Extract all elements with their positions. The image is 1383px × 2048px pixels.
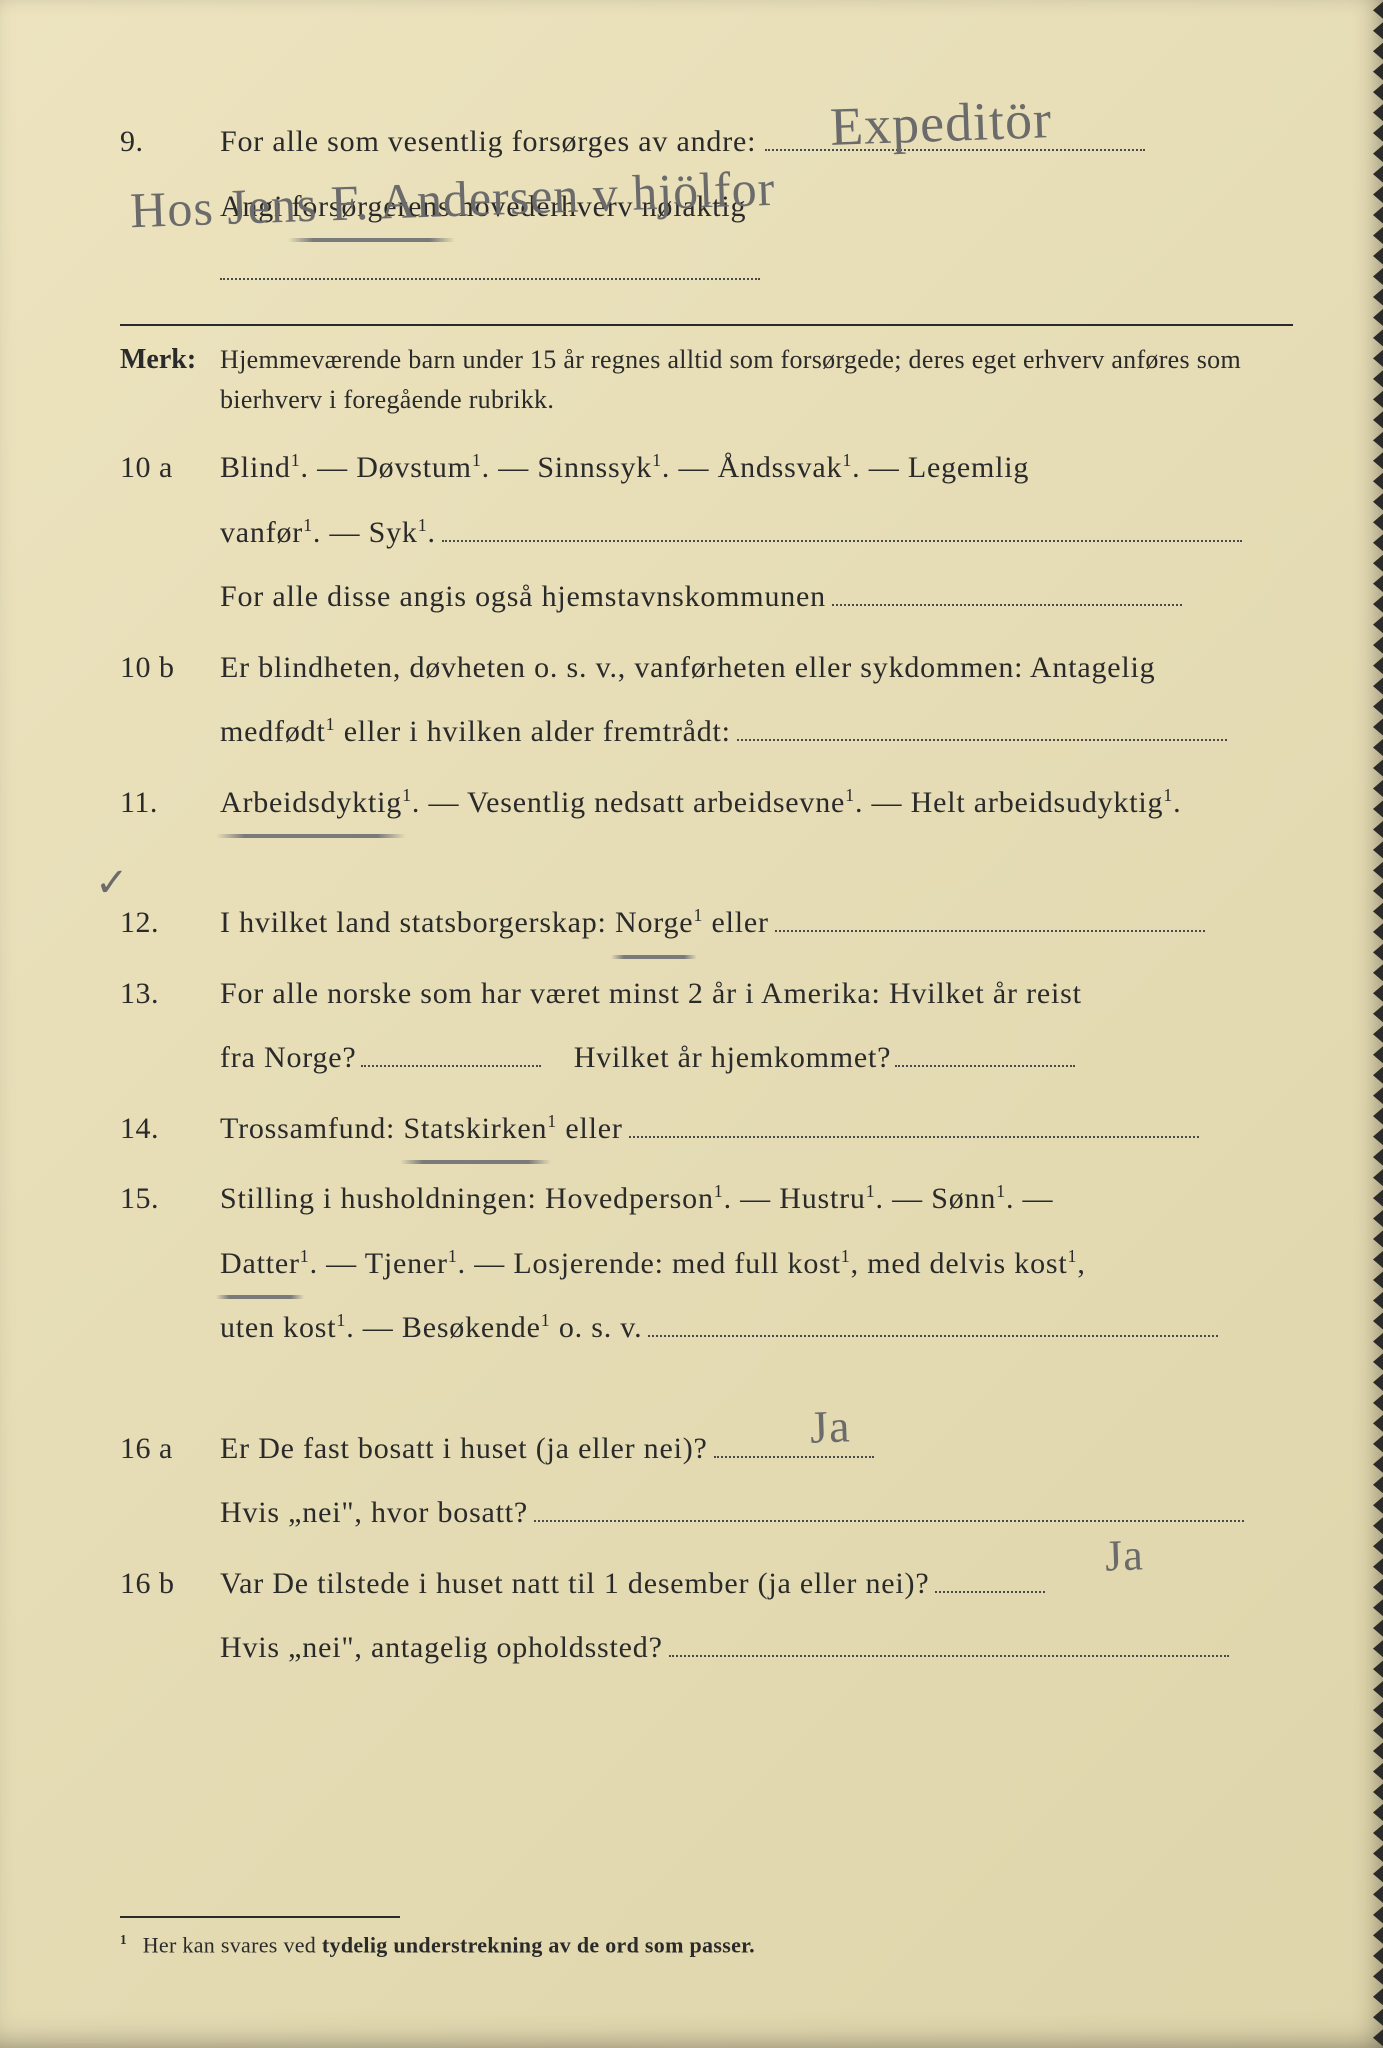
question-number: 15. [120, 1182, 220, 1216]
footnote-region: 1 Her kan svares ved tydelig understrekn… [120, 1876, 1293, 1958]
fill-line [737, 739, 1227, 741]
footnote-separator [120, 1916, 400, 1918]
fill-line [220, 278, 760, 280]
fill-line [629, 1136, 1199, 1138]
merk-label: Merk: [120, 344, 220, 376]
question-body: I hvilket land statsborgerskap: Norge1 e… [220, 891, 1293, 956]
question-15: 15. Stilling i husholdningen: Hovedperso… [120, 1167, 1293, 1361]
fill-line [714, 1456, 874, 1458]
fill-line [935, 1591, 1045, 1593]
merk-note: Merk: Hjemmeværende barn under 15 år reg… [120, 340, 1293, 421]
question-number: 10 a [120, 451, 220, 485]
question-number: 12. [120, 906, 220, 940]
handwritten-q9-line1: Expeditör [829, 88, 1053, 158]
question-11: 11. Arbeidsdyktig1. — Vesentlig nedsatt … [120, 771, 1293, 836]
question-number: 11. [120, 786, 220, 820]
fill-line [895, 1065, 1075, 1067]
question-16a: 16 a Er De fast bosatt i huset (ja eller… [120, 1417, 1293, 1546]
fill-line [534, 1520, 1244, 1522]
question-body: Blind1. — Døvstum1. — Sinnssyk1. — Åndss… [220, 436, 1293, 630]
question-number: 9. [120, 125, 220, 159]
question-13: 13. For alle norske som har været minst … [120, 962, 1293, 1091]
question-body: Er De fast bosatt i huset (ja eller nei)… [220, 1417, 1293, 1546]
fill-line [669, 1655, 1229, 1657]
handwritten-q16b: Ja [1104, 1529, 1144, 1581]
fill-line [648, 1335, 1218, 1337]
question-body: Arbeidsdyktig1. — Vesentlig nedsatt arbe… [220, 771, 1293, 836]
question-body: For alle norske som har været minst 2 år… [220, 962, 1293, 1091]
question-number: 16 a [120, 1432, 220, 1466]
perforated-edge [1373, 0, 1383, 2048]
fill-line [775, 930, 1205, 932]
divider [120, 324, 1293, 326]
q9-line1: For alle som vesentlig forsørges av andr… [220, 125, 756, 158]
question-body: Er blindheten, døvheten o. s. v., vanfør… [220, 636, 1293, 765]
question-number: 16 b [120, 1567, 220, 1601]
question-14: 14. Trossamfund: Statskirken1 eller [120, 1097, 1293, 1162]
question-body: Stilling i husholdningen: Hovedperson1. … [220, 1167, 1293, 1361]
fill-line [361, 1065, 541, 1067]
census-form-page: 9. For alle som vesentlig forsørges av a… [0, 0, 1383, 2048]
question-number: 14. [120, 1112, 220, 1146]
question-12: 12. I hvilket land statsborgerskap: Norg… [120, 891, 1293, 956]
question-number: 13. [120, 977, 220, 1011]
merk-text: Hjemmeværende barn under 15 år regnes al… [220, 340, 1293, 421]
footnote-text: 1 Her kan svares ved tydelig understrekn… [120, 1932, 1293, 1958]
question-10b: 10 b Er blindheten, døvheten o. s. v., v… [120, 636, 1293, 765]
question-number: 10 b [120, 651, 220, 685]
fill-line [832, 604, 1182, 606]
checkmark-icon: ✓ [95, 860, 129, 906]
question-10a: 10 a Blind1. — Døvstum1. — Sinnssyk1. — … [120, 436, 1293, 630]
fill-line [442, 540, 1242, 542]
handwritten-q16a: Ja [809, 1399, 851, 1453]
question-body: Trossamfund: Statskirken1 eller [220, 1097, 1293, 1162]
